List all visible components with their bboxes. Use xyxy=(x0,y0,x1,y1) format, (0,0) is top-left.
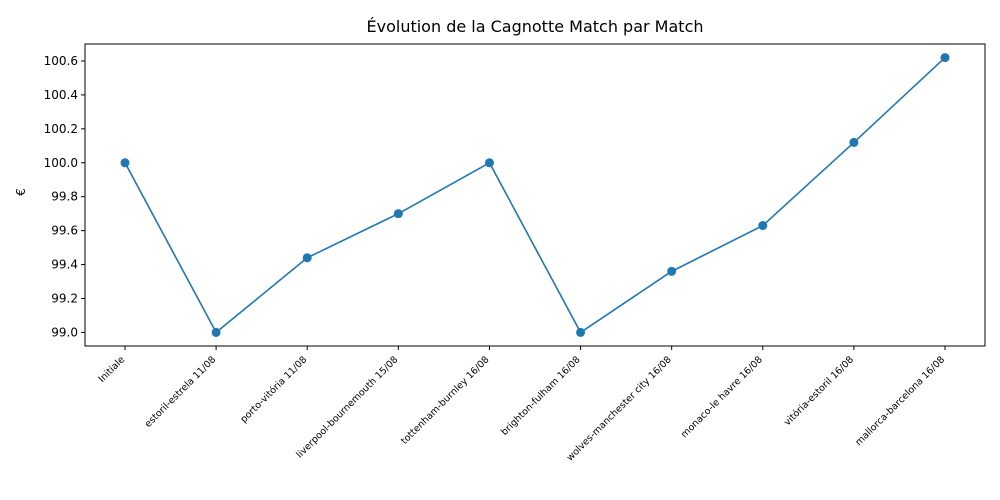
x-tick-label: wolves-manchester city 16/08 xyxy=(565,354,674,463)
y-tick-label: 99.4 xyxy=(51,258,78,272)
data-point xyxy=(576,327,586,337)
x-tick-label: vitória-estoril 16/08 xyxy=(782,354,856,428)
x-tick-label: liverpool-bournemouth 15/08 xyxy=(294,354,400,460)
x-tick-label: mallorca-barcelona 16/08 xyxy=(853,354,947,448)
y-tick-label: 100.4 xyxy=(44,88,78,102)
y-tick-label: 100.2 xyxy=(44,122,78,136)
data-point xyxy=(484,158,494,168)
data-point xyxy=(393,209,403,219)
data-point xyxy=(302,253,312,263)
data-point xyxy=(940,53,950,63)
series-layer xyxy=(120,53,950,337)
data-point xyxy=(667,266,677,276)
series-line xyxy=(124,56,946,334)
plot-area xyxy=(84,43,986,347)
x-tick-label: tottenham-burnley 16/08 xyxy=(399,354,491,446)
chart-title: Évolution de la Cagnotte Match par Match xyxy=(367,17,704,36)
y-tick-label: 100.6 xyxy=(44,54,78,68)
y-tick-label: 100.0 xyxy=(44,156,78,170)
x-tick-label: brighton-fulham 16/08 xyxy=(499,354,583,438)
y-tick-label: 99.0 xyxy=(51,325,78,339)
y-axis-label: € xyxy=(14,188,28,196)
y-axis: 99.0 99.2 99.4 99.6 99.8 100.0 100.2 100.4 100.6 xyxy=(44,54,85,339)
data-point xyxy=(211,327,221,337)
y-tick-label: 99.8 xyxy=(51,190,78,204)
data-point xyxy=(849,137,859,147)
x-tick-label: porto-vitória 11/08 xyxy=(238,354,309,425)
y-tick-label: 99.6 xyxy=(51,224,78,238)
x-tick-label: monaco-le havre 16/08 xyxy=(679,354,765,440)
x-tick-label: Initiale xyxy=(97,354,128,385)
x-axis: Initiale estoril-estrela 11/08 porto-vitór… xyxy=(97,346,947,463)
x-tick-label: estoril-estrela 11/08 xyxy=(143,354,219,430)
data-point xyxy=(758,221,768,231)
y-tick-label: 99.2 xyxy=(51,291,78,305)
data-point xyxy=(120,158,130,168)
